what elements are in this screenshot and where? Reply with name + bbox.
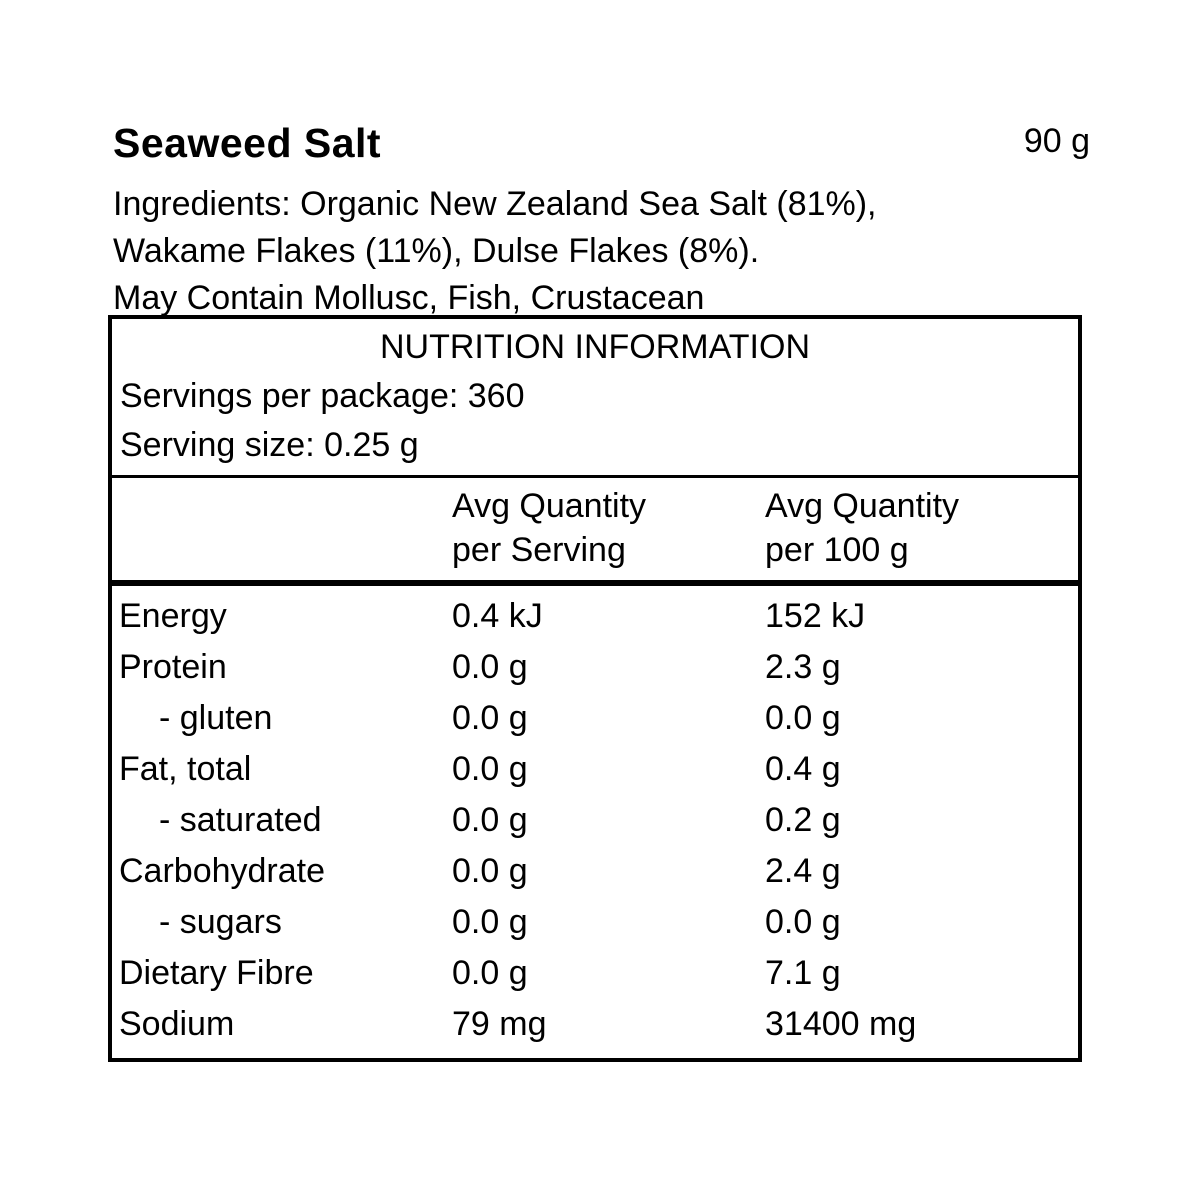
value-per-100g: 7.1 g xyxy=(765,954,841,992)
value-per-100g: 2.4 g xyxy=(765,852,841,890)
table-row-fat-total: Fat, total 0.0 g 0.4 g xyxy=(112,744,1078,795)
servings-per-package: Servings per package: 360 xyxy=(120,377,525,415)
nutrient-name: - gluten xyxy=(159,699,273,737)
panel-header-section: NUTRITION INFORMATION Servings per packa… xyxy=(112,319,1078,478)
nutrient-name: Dietary Fibre xyxy=(119,954,314,992)
value-per-serving: 0.0 g xyxy=(452,648,528,686)
serving-size: Serving size: 0.25 g xyxy=(120,426,419,464)
value-per-100g: 0.0 g xyxy=(765,699,841,737)
per-serving-header-line-1: Avg Quantity xyxy=(452,487,647,525)
per-100g-header-line-1: Avg Quantity xyxy=(765,487,960,525)
value-per-serving: 0.0 g xyxy=(452,852,528,890)
nutrient-column-spacer xyxy=(112,484,452,572)
value-per-serving: 0.0 g xyxy=(452,903,528,941)
nutrient-name: Fat, total xyxy=(119,750,252,788)
nutrient-name: Sodium xyxy=(119,1005,235,1043)
nutrition-information-panel: NUTRITION INFORMATION Servings per packa… xyxy=(108,315,1082,1062)
label-header: Seaweed Salt 90 g xyxy=(113,120,1090,166)
per-serving-column-header: Avg Quantity per Serving xyxy=(452,484,765,572)
value-per-100g: 0.0 g xyxy=(765,903,841,941)
value-per-100g: 2.3 g xyxy=(765,648,841,686)
table-row-sugars: - sugars 0.0 g 0.0 g xyxy=(112,897,1078,948)
value-per-100g: 0.2 g xyxy=(765,801,841,839)
value-per-100g: 31400 mg xyxy=(765,1005,917,1043)
table-row-energy: Energy 0.4 kJ 152 kJ xyxy=(112,591,1078,642)
value-per-serving: 0.0 g xyxy=(452,954,528,992)
nutrient-name: - sugars xyxy=(159,903,282,941)
table-row-dietary-fibre: Dietary Fibre 0.0 g 7.1 g xyxy=(112,948,1078,999)
net-weight: 90 g xyxy=(1023,122,1090,160)
table-row-sodium: Sodium 79 mg 31400 mg xyxy=(112,999,1078,1050)
ingredients-block: Ingredients: Organic New Zealand Sea Sal… xyxy=(113,181,1093,322)
nutrient-name: - saturated xyxy=(159,801,322,839)
value-per-serving: 0.0 g xyxy=(452,750,528,788)
value-per-serving: 79 mg xyxy=(452,1005,547,1043)
column-header-row: Avg Quantity per Serving Avg Quantity pe… xyxy=(112,478,1078,586)
table-row-saturated: - saturated 0.0 g 0.2 g xyxy=(112,795,1078,846)
nutrient-name: Protein xyxy=(119,648,227,686)
table-row-protein: Protein 0.0 g 2.3 g xyxy=(112,642,1078,693)
value-per-100g: 0.4 g xyxy=(765,750,841,788)
nutrient-name: Energy xyxy=(119,597,227,635)
per-100g-column-header: Avg Quantity per 100 g xyxy=(765,484,1078,572)
panel-title: NUTRITION INFORMATION xyxy=(380,328,810,366)
product-title: Seaweed Salt xyxy=(113,120,382,166)
ingredients-line-1: Ingredients: Organic New Zealand Sea Sal… xyxy=(113,185,877,223)
nutrient-name: Carbohydrate xyxy=(119,852,326,890)
value-per-serving: 0.0 g xyxy=(452,801,528,839)
nutrient-rows-section: Energy 0.4 kJ 152 kJ Protein 0.0 g 2.3 g… xyxy=(112,586,1078,1058)
per-serving-header-line-2: per Serving xyxy=(452,531,626,569)
per-100g-header-line-2: per 100 g xyxy=(765,531,909,569)
table-row-carbohydrate: Carbohydrate 0.0 g 2.4 g xyxy=(112,846,1078,897)
value-per-serving: 0.0 g xyxy=(452,699,528,737)
allergen-statement: May Contain Mollusc, Fish, Crustacean xyxy=(113,279,705,317)
value-per-serving: 0.4 kJ xyxy=(452,597,543,635)
ingredients-line-2: Wakame Flakes (11%), Dulse Flakes (8%). xyxy=(113,232,760,270)
table-row-gluten: - gluten 0.0 g 0.0 g xyxy=(112,693,1078,744)
value-per-100g: 152 kJ xyxy=(765,597,866,635)
